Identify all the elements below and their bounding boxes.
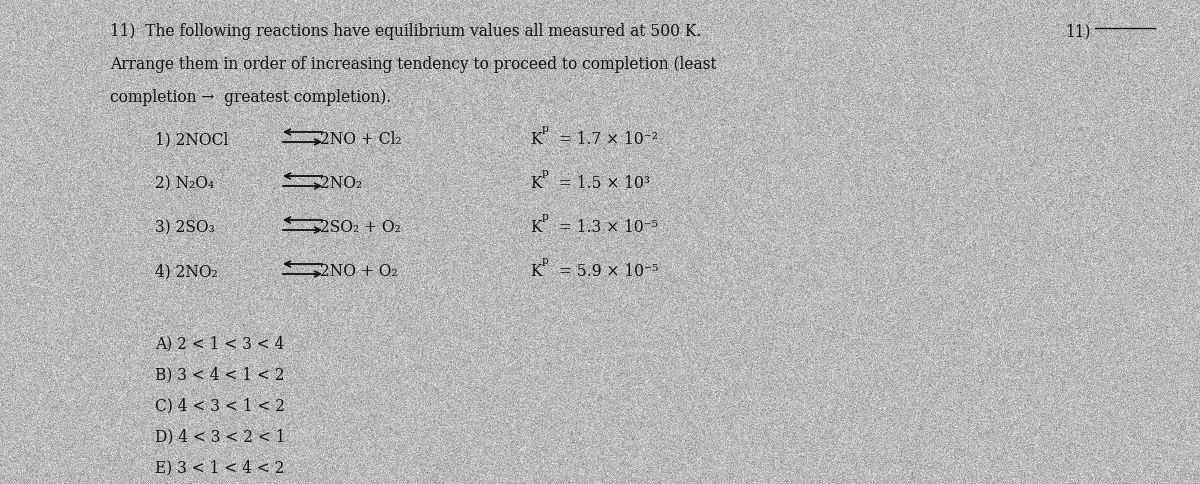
Text: completion →  greatest completion).: completion → greatest completion). xyxy=(110,89,391,106)
Text: K: K xyxy=(530,131,541,148)
Text: Arrange them in order of increasing tendency to proceed to completion (least: Arrange them in order of increasing tend… xyxy=(110,56,716,73)
Text: p: p xyxy=(542,212,548,222)
Text: 4) 2NO₂: 4) 2NO₂ xyxy=(155,262,217,279)
Text: p: p xyxy=(542,256,548,265)
Text: 1) 2NOCl: 1) 2NOCl xyxy=(155,131,228,148)
Text: p: p xyxy=(542,124,548,134)
Text: 2) N₂O₄: 2) N₂O₄ xyxy=(155,175,214,192)
Text: 2NO + Cl₂: 2NO + Cl₂ xyxy=(320,131,402,148)
Text: 3) 2SO₃: 3) 2SO₃ xyxy=(155,219,215,236)
Text: E) 3 < 1 < 4 < 2: E) 3 < 1 < 4 < 2 xyxy=(155,458,284,475)
Text: 2SO₂ + O₂: 2SO₂ + O₂ xyxy=(320,219,401,236)
Text: = 1.5 × 10³: = 1.5 × 10³ xyxy=(553,175,649,192)
Text: D) 4 < 3 < 2 < 1: D) 4 < 3 < 2 < 1 xyxy=(155,427,286,444)
Text: = 1.3 × 10⁻⁵: = 1.3 × 10⁻⁵ xyxy=(553,219,658,236)
Text: 11): 11) xyxy=(1066,23,1091,40)
Text: = 5.9 × 10⁻⁵: = 5.9 × 10⁻⁵ xyxy=(553,262,658,279)
Text: K: K xyxy=(530,219,541,236)
Text: A) 2 < 1 < 3 < 4: A) 2 < 1 < 3 < 4 xyxy=(155,334,284,351)
Text: B) 3 < 4 < 1 < 2: B) 3 < 4 < 1 < 2 xyxy=(155,365,284,382)
Text: C) 4 < 3 < 1 < 2: C) 4 < 3 < 1 < 2 xyxy=(155,396,286,413)
Text: p: p xyxy=(542,167,548,178)
Text: 2NO₂: 2NO₂ xyxy=(320,175,362,192)
Text: 11)  The following reactions have equilibrium values all measured at 500 K.: 11) The following reactions have equilib… xyxy=(110,23,701,40)
Text: 2NO + O₂: 2NO + O₂ xyxy=(320,262,397,279)
Text: K: K xyxy=(530,262,541,279)
Text: K: K xyxy=(530,175,541,192)
Text: = 1.7 × 10⁻²: = 1.7 × 10⁻² xyxy=(553,131,658,148)
